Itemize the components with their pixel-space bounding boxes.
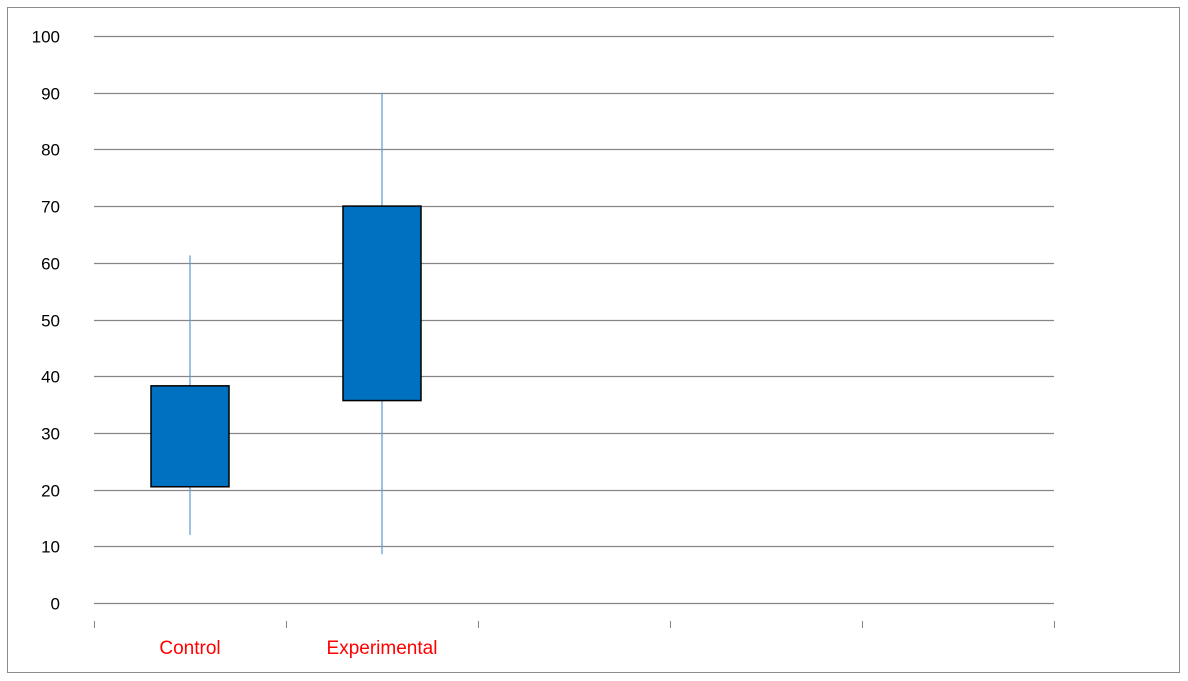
boxes [150,92,422,555]
category-labels: Control Experimental [159,638,437,659]
y-tick-label: 60 [41,255,60,274]
box-rect [342,205,422,402]
gridlines [94,35,1054,605]
category-label: Experimental [327,638,438,659]
category-label: Control [159,638,220,659]
y-tick-label: 30 [41,425,60,444]
x-axis-tick-marks [94,621,1055,628]
chart-frame [7,7,1180,673]
y-tick-label: 50 [41,312,60,331]
box-experimental [342,92,422,555]
y-tick-label: 10 [41,538,60,557]
y-tick-label: 90 [41,85,60,104]
y-tick-label: 70 [41,198,60,217]
box-control [150,255,230,535]
y-tick-label: 100 [32,28,60,47]
y-axis-tick-labels: 0 10 20 30 40 50 60 70 80 90 100 [32,28,60,614]
y-tick-label: 80 [41,141,60,160]
y-tick-label: 20 [41,482,60,501]
y-tick-label: 40 [41,368,60,387]
box-rect [150,385,230,488]
y-tick-label: 0 [51,595,60,614]
